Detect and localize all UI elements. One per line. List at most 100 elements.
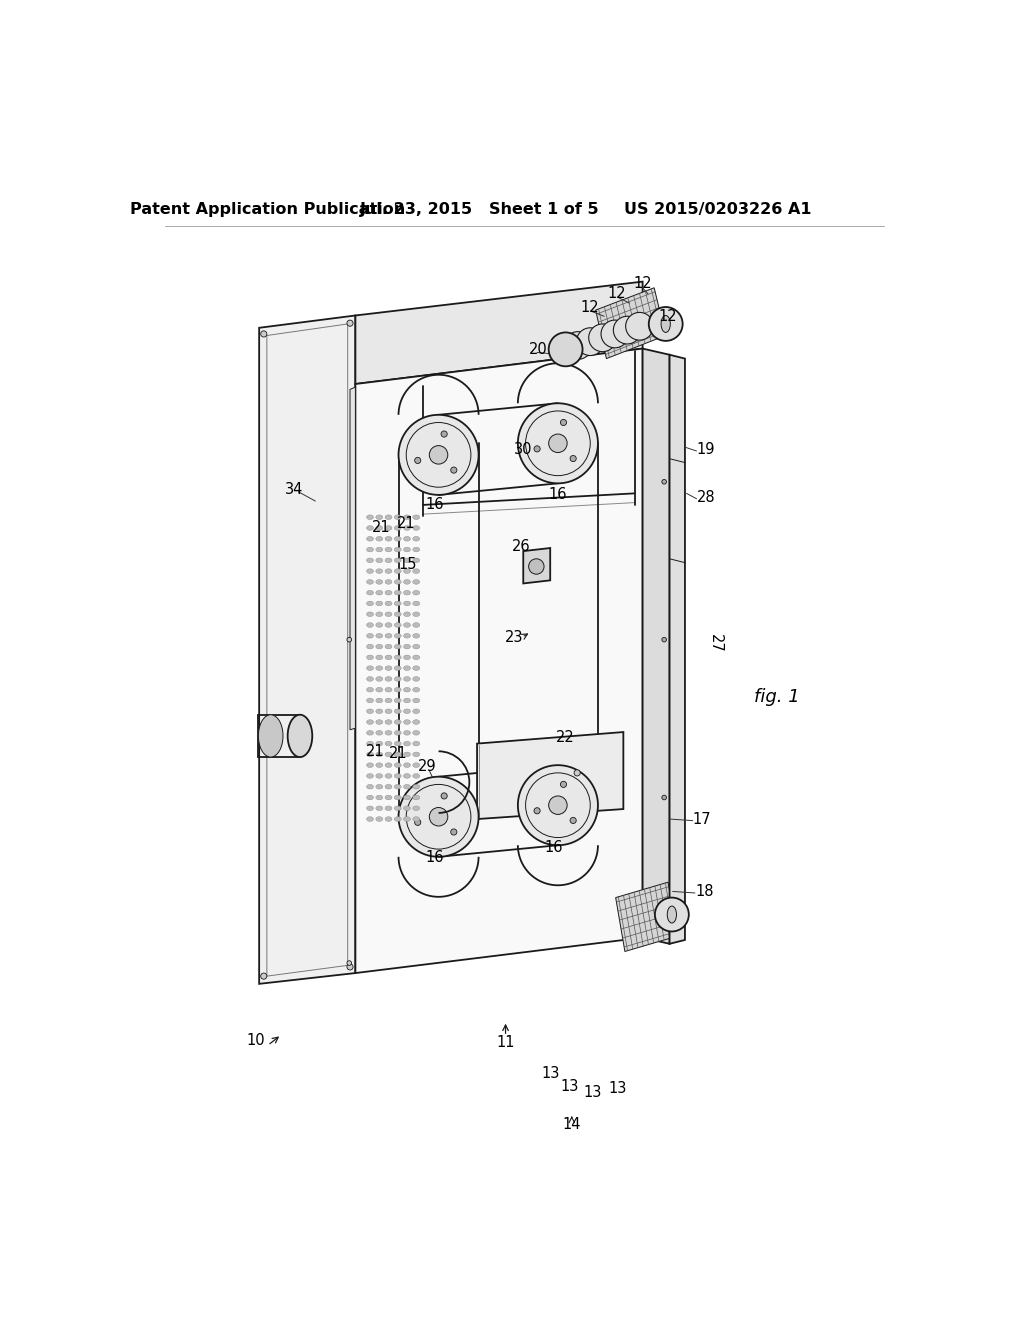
Ellipse shape <box>403 601 411 606</box>
Ellipse shape <box>376 590 383 595</box>
Circle shape <box>564 331 592 359</box>
Ellipse shape <box>376 719 383 725</box>
Text: US 2015/0203226 A1: US 2015/0203226 A1 <box>624 202 811 218</box>
Ellipse shape <box>403 612 411 616</box>
Text: 28: 28 <box>696 490 715 504</box>
Ellipse shape <box>413 612 420 616</box>
Ellipse shape <box>258 714 283 758</box>
Text: 29: 29 <box>418 759 436 775</box>
Text: Patent Application Publication: Patent Application Publication <box>130 202 406 218</box>
Ellipse shape <box>376 612 383 616</box>
Ellipse shape <box>376 644 383 649</box>
Ellipse shape <box>403 623 411 627</box>
Circle shape <box>570 455 577 462</box>
Circle shape <box>347 321 353 326</box>
Polygon shape <box>355 281 643 384</box>
Ellipse shape <box>376 774 383 779</box>
Circle shape <box>662 479 667 484</box>
Ellipse shape <box>385 730 392 735</box>
Ellipse shape <box>367 719 374 725</box>
Text: 26: 26 <box>512 539 530 554</box>
Ellipse shape <box>413 558 420 562</box>
Ellipse shape <box>367 709 374 714</box>
Text: Jul. 23, 2015   Sheet 1 of 5: Jul. 23, 2015 Sheet 1 of 5 <box>359 202 599 218</box>
Ellipse shape <box>367 807 374 810</box>
Ellipse shape <box>413 763 420 767</box>
Circle shape <box>347 964 353 970</box>
Ellipse shape <box>376 742 383 746</box>
Ellipse shape <box>403 655 411 660</box>
Ellipse shape <box>403 817 411 821</box>
Ellipse shape <box>385 677 392 681</box>
Circle shape <box>601 321 629 348</box>
Ellipse shape <box>367 742 374 746</box>
Text: 14: 14 <box>562 1117 581 1133</box>
Ellipse shape <box>367 655 374 660</box>
Ellipse shape <box>385 623 392 627</box>
Circle shape <box>655 898 689 932</box>
Circle shape <box>451 829 457 836</box>
Polygon shape <box>596 288 666 359</box>
Circle shape <box>534 808 541 814</box>
Ellipse shape <box>413 730 420 735</box>
Ellipse shape <box>394 730 401 735</box>
Polygon shape <box>259 315 355 983</box>
Ellipse shape <box>367 569 374 573</box>
Ellipse shape <box>403 515 411 520</box>
Text: 19: 19 <box>696 442 715 457</box>
Ellipse shape <box>413 784 420 789</box>
Ellipse shape <box>413 719 420 725</box>
Text: 21: 21 <box>367 743 385 759</box>
Ellipse shape <box>367 752 374 756</box>
Ellipse shape <box>385 655 392 660</box>
Ellipse shape <box>367 665 374 671</box>
Text: 15: 15 <box>398 557 417 573</box>
Ellipse shape <box>367 677 374 681</box>
Text: 21: 21 <box>397 516 416 531</box>
Circle shape <box>347 961 351 965</box>
Ellipse shape <box>385 612 392 616</box>
Ellipse shape <box>403 677 411 681</box>
Ellipse shape <box>385 536 392 541</box>
Ellipse shape <box>376 655 383 660</box>
Ellipse shape <box>394 698 401 702</box>
Ellipse shape <box>288 714 312 758</box>
Ellipse shape <box>385 548 392 552</box>
Ellipse shape <box>376 558 383 562</box>
Text: 20: 20 <box>529 342 548 356</box>
Ellipse shape <box>385 719 392 725</box>
Text: 16: 16 <box>425 498 444 512</box>
Circle shape <box>528 558 544 574</box>
Ellipse shape <box>376 688 383 692</box>
Ellipse shape <box>413 579 420 585</box>
Ellipse shape <box>367 698 374 702</box>
Ellipse shape <box>403 644 411 649</box>
Circle shape <box>261 331 267 337</box>
Text: 11: 11 <box>497 1035 515 1049</box>
Ellipse shape <box>394 774 401 779</box>
Ellipse shape <box>394 548 401 552</box>
Text: 13: 13 <box>608 1081 627 1096</box>
Ellipse shape <box>385 644 392 649</box>
Ellipse shape <box>394 525 401 531</box>
Ellipse shape <box>376 536 383 541</box>
Circle shape <box>549 434 567 453</box>
Ellipse shape <box>403 579 411 585</box>
Circle shape <box>549 333 583 367</box>
Ellipse shape <box>394 623 401 627</box>
Ellipse shape <box>367 612 374 616</box>
Ellipse shape <box>394 655 401 660</box>
Ellipse shape <box>394 601 401 606</box>
Circle shape <box>429 808 447 826</box>
Ellipse shape <box>367 515 374 520</box>
Ellipse shape <box>376 601 383 606</box>
Ellipse shape <box>394 784 401 789</box>
Ellipse shape <box>403 795 411 800</box>
Ellipse shape <box>413 655 420 660</box>
Ellipse shape <box>376 795 383 800</box>
Ellipse shape <box>413 644 420 649</box>
Text: 13: 13 <box>541 1065 559 1081</box>
Ellipse shape <box>413 688 420 692</box>
Ellipse shape <box>403 709 411 714</box>
Ellipse shape <box>394 579 401 585</box>
